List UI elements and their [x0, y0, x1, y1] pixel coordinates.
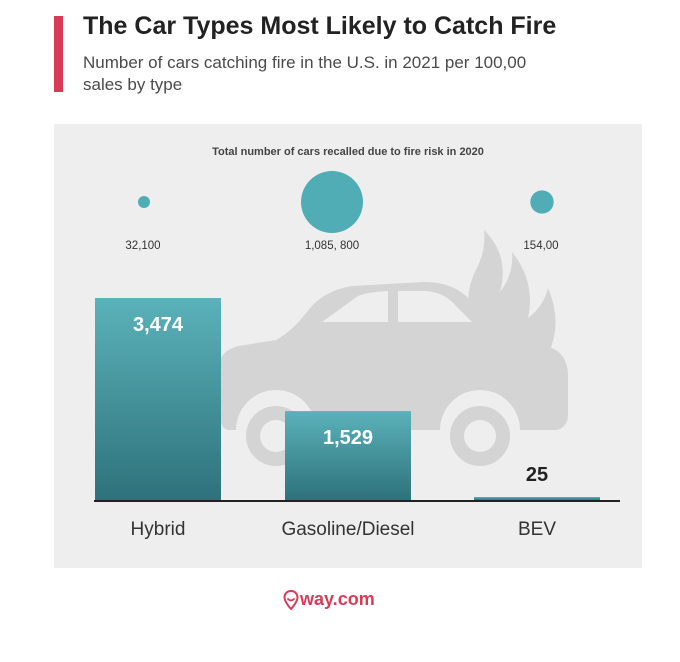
- bar-value-label: 1,529: [323, 427, 373, 449]
- bar-value-label: 3,474: [133, 314, 184, 336]
- bubble: [138, 196, 150, 208]
- title-accent-bar: [54, 16, 63, 92]
- chart-subtitle: Number of cars catching fire in the U.S.…: [83, 53, 527, 94]
- bar: [474, 497, 600, 500]
- bar-group: 3,474 Hybrid 1,529 Gasoline/Diesel 25 BEV: [95, 298, 600, 540]
- bubble: [530, 190, 554, 214]
- category-label: Hybrid: [131, 519, 186, 540]
- bubble-value-label: 154,00: [523, 240, 558, 252]
- bubble-value-label: 1,085, 800: [305, 240, 359, 252]
- car-window-shape: [322, 291, 472, 322]
- bubble-chart-title: Total number of cars recalled due to fir…: [212, 146, 484, 158]
- brand-logo: way.com: [283, 589, 375, 610]
- category-label: Gasoline/Diesel: [281, 519, 414, 540]
- bubble: [301, 171, 363, 233]
- category-label: BEV: [518, 519, 556, 540]
- chart-title: The Car Types Most Likely to Catch Fire: [83, 12, 557, 40]
- car-wheel-hub: [260, 420, 292, 452]
- logo-text: way.com: [300, 589, 375, 609]
- chart-panel: Total number of cars recalled due to fir…: [54, 124, 642, 568]
- car-wheel-hub: [464, 420, 496, 452]
- bubble-group: 32,100 1,085, 800 154,00: [125, 171, 559, 252]
- bubble-value-label: 32,100: [125, 240, 160, 252]
- bar-value-label: 25: [526, 464, 548, 486]
- bar: [285, 411, 411, 500]
- location-pin-icon: [283, 589, 299, 610]
- chart-svg: Total number of cars recalled due to fir…: [94, 146, 620, 540]
- bar: [95, 298, 221, 500]
